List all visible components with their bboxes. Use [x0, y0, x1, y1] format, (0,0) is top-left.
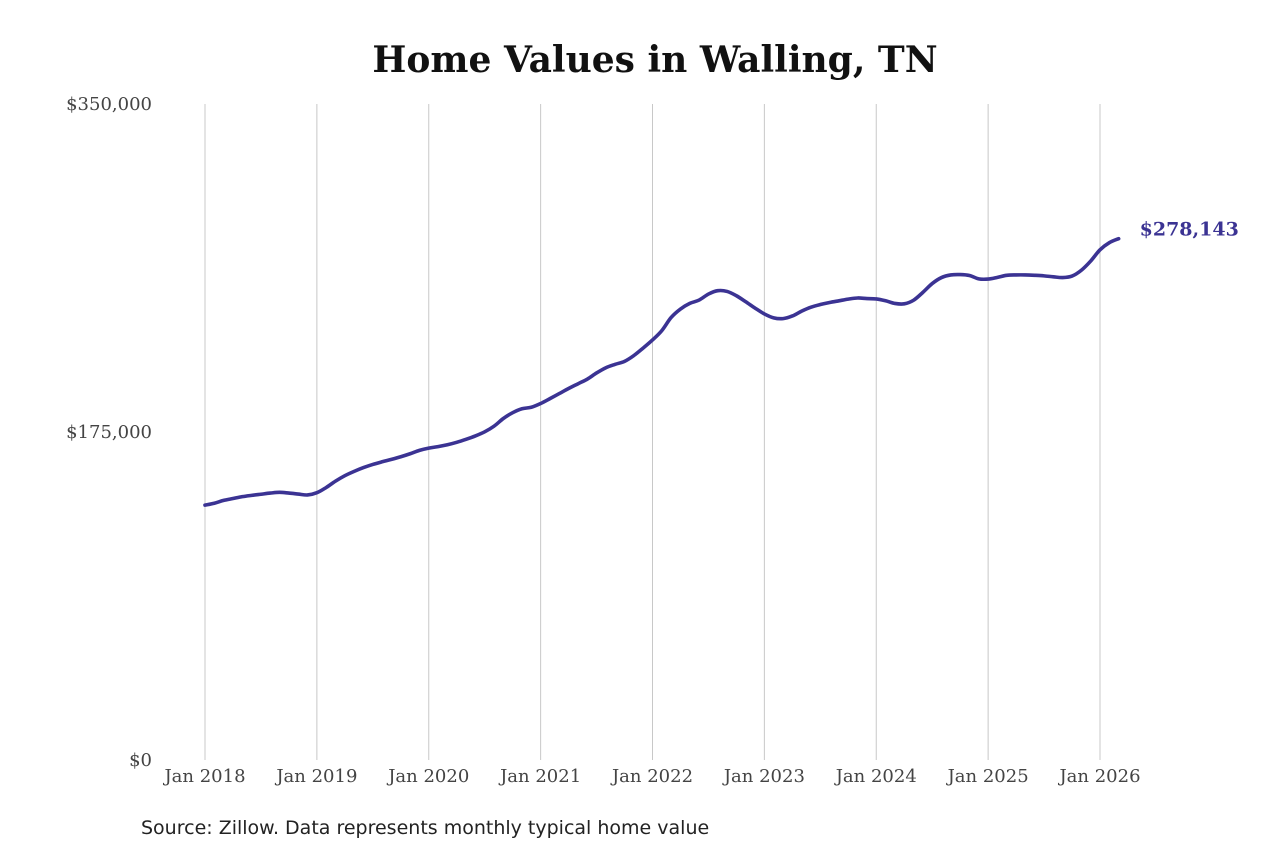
y-tick-label: $0 [129, 750, 152, 771]
x-tick-label: Jan 2019 [274, 766, 357, 787]
plot-area [203, 236, 1121, 507]
vertical-gridlines [204, 104, 1101, 760]
x-tick-label: Jan 2021 [498, 766, 581, 787]
y-tick-label: $175,000 [66, 422, 152, 443]
x-tick-label: Jan 2025 [946, 766, 1029, 787]
x-tick-label: Jan 2020 [386, 766, 469, 787]
x-tick-label: Jan 2018 [162, 766, 245, 787]
x-tick-label: Jan 2024 [834, 766, 917, 787]
y-tick-label: $350,000 [66, 94, 152, 115]
x-tick-label: Jan 2022 [610, 766, 693, 787]
home-value-series-line [203, 236, 1121, 507]
x-tick-label: Jan 2023 [722, 766, 805, 787]
source-note: Source: Zillow. Data represents monthly … [141, 817, 709, 839]
y-axis-tick-labels: $0 $175,000 $350,000 [66, 94, 152, 771]
x-axis-tick-labels: Jan 2018 Jan 2019 Jan 2020 Jan 2021 Jan 2022… [162, 766, 1140, 787]
x-tick-label: Jan 2026 [1057, 766, 1140, 787]
chart-title: Home Values in Walling, TN [372, 39, 937, 81]
latest-value-label: $278,143 [1140, 219, 1239, 241]
